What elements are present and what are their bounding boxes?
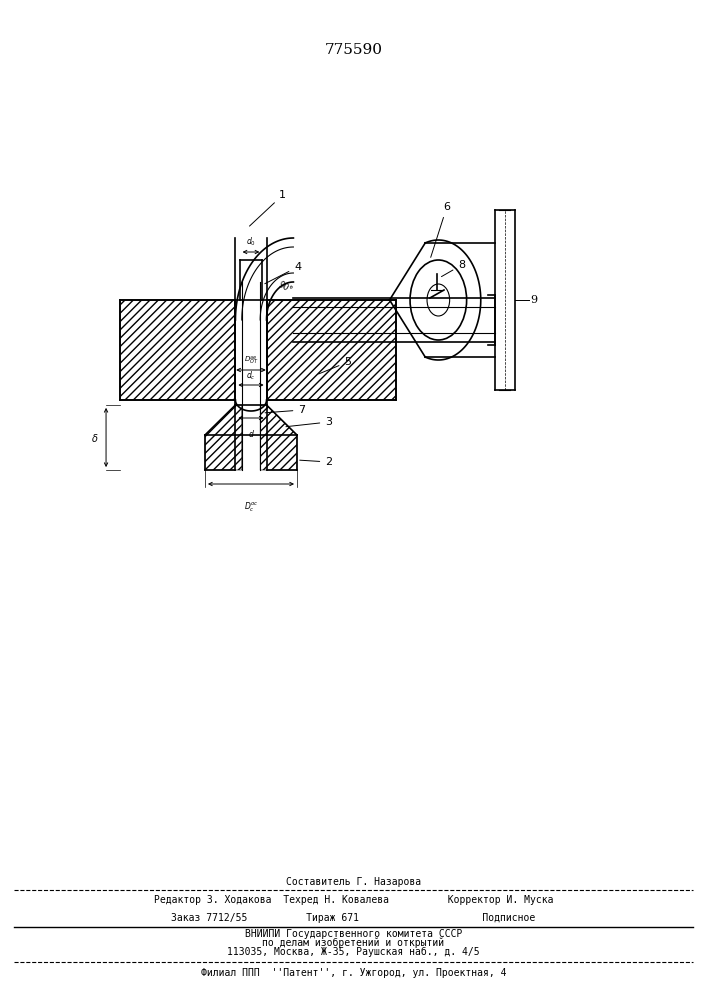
Text: Редактор З. Ходакова  Техред Н. Ковалева          Корректор И. Муска: Редактор З. Ходакова Техред Н. Ковалева … [153, 895, 554, 905]
Text: $D_{OT}^{ae}$: $D_{OT}^{ae}$ [244, 355, 258, 367]
Bar [267, 300, 396, 400]
Text: $\delta$: $\delta$ [91, 432, 99, 444]
Polygon shape [205, 405, 242, 470]
Text: Заказ 7712/55          Тираж 671                     Подписное: Заказ 7712/55 Тираж 671 Подписное [171, 913, 536, 923]
Text: 7: 7 [265, 405, 305, 415]
Text: Составитель Г. Назарова: Составитель Г. Назарова [286, 877, 421, 887]
Text: по делам изобретений и открытий: по делам изобретений и открытий [262, 938, 445, 948]
Text: 9: 9 [530, 295, 537, 305]
Text: $d$: $d$ [247, 428, 255, 439]
Text: Филиал ППП  ''Патент'', г. Ужгород, ул. Проектная, 4: Филиал ППП ''Патент'', г. Ужгород, ул. П… [201, 968, 506, 978]
Text: $d_c$: $d_c$ [246, 369, 256, 382]
Bar [120, 300, 235, 400]
Text: 90°: 90° [276, 279, 293, 295]
Text: 2: 2 [300, 457, 332, 467]
Text: 1: 1 [250, 190, 286, 226]
Text: 113035, Москва, Ж-35, Раушская наб., д. 4/5: 113035, Москва, Ж-35, Раушская наб., д. … [227, 947, 480, 957]
Polygon shape [260, 405, 297, 470]
Text: 3: 3 [286, 417, 332, 427]
Text: 8: 8 [441, 260, 465, 277]
Text: 4: 4 [264, 262, 301, 284]
Text: $D_c^{oc}$: $D_c^{oc}$ [244, 500, 258, 514]
Text: 6: 6 [431, 202, 450, 257]
Text: 775590: 775590 [325, 43, 382, 57]
Text: ВНИИПИ Государственного комитета СССР: ВНИИПИ Государственного комитета СССР [245, 929, 462, 939]
Text: 5: 5 [319, 357, 351, 374]
Text: $d_0$: $d_0$ [246, 235, 256, 248]
